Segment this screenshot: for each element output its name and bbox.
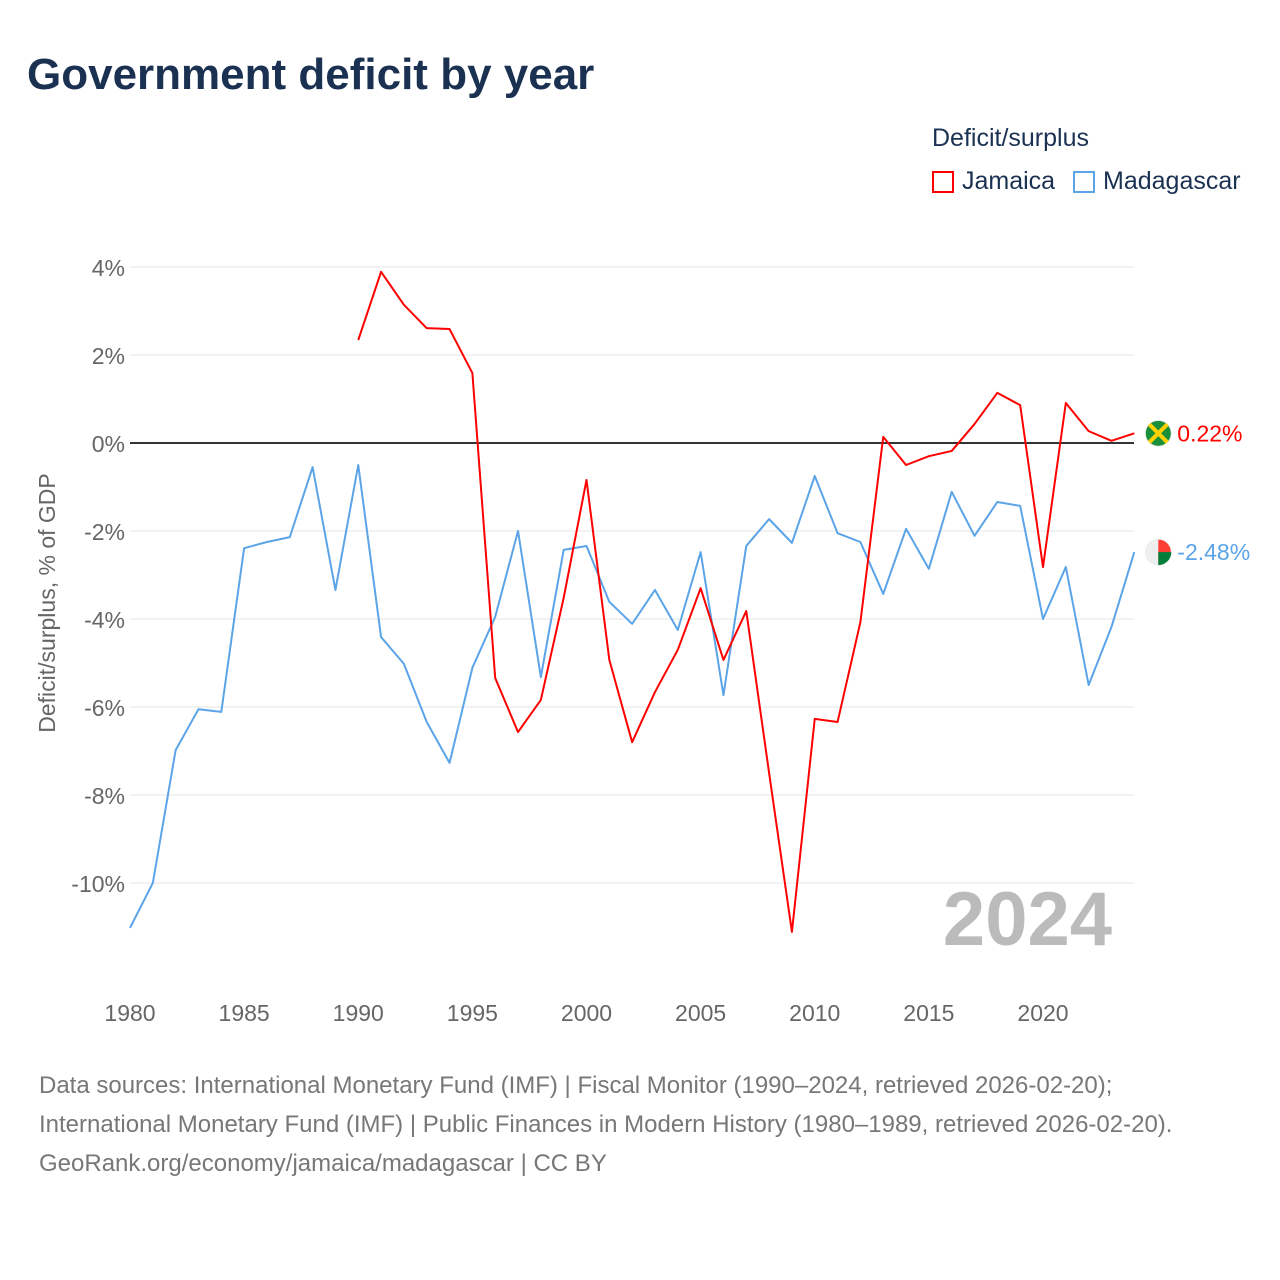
flag-white-band: [1145, 539, 1159, 566]
y-tick-label: -4%: [84, 607, 125, 633]
x-tick-label: 2020: [1017, 1000, 1068, 1026]
x-tick-label: 2015: [903, 1000, 954, 1026]
x-tick-label: 1980: [104, 1000, 155, 1026]
y-tick-label: -8%: [84, 783, 125, 809]
y-tick-label: 4%: [92, 255, 125, 281]
legend-title: Deficit/surplus: [932, 124, 1089, 152]
y-tick-label: 2%: [92, 343, 125, 369]
end-label-jamaica: 0.22%: [1177, 420, 1242, 446]
flag-cross: [1147, 422, 1169, 444]
x-tick-label: 2000: [561, 1000, 612, 1026]
series-line-jamaica: [357, 270, 1135, 933]
flag-green-band: [1158, 552, 1172, 566]
y-axis-label: Deficit/surplus, % of GDP: [34, 473, 60, 732]
chart-title: Government deficit by year: [27, 50, 595, 99]
y-tick-label: -2%: [84, 519, 125, 545]
legend-item-madagascar[interactable]: Madagascar: [1073, 167, 1241, 196]
legend-swatch-jamaica: [932, 170, 954, 193]
footer: Data sources: International Monetary Fun…: [39, 1066, 1239, 1183]
x-tick-label: 1985: [219, 1000, 270, 1026]
legend-label-madagascar: Madagascar: [1103, 167, 1241, 195]
legend-swatch-madagascar: [1073, 170, 1095, 193]
y-tick-label: -10%: [71, 871, 125, 897]
legend-label-jamaica: Jamaica: [962, 167, 1056, 195]
y-tick-label: -6%: [84, 695, 125, 721]
y-tick-label: 0%: [92, 431, 125, 457]
end-label-madagascar: -2.48%: [1177, 539, 1250, 565]
x-tick-label: 2010: [789, 1000, 840, 1026]
x-tick-label: 1995: [447, 1000, 498, 1026]
x-tick-label: 2005: [675, 1000, 726, 1026]
credit-link[interactable]: GeoRank.org/economy/jamaica/madagascar |…: [39, 1150, 607, 1177]
year-watermark: 2024: [943, 877, 1112, 962]
series-line-madagascar: [129, 464, 1136, 929]
legend-item-jamaica[interactable]: Jamaica: [932, 167, 1055, 196]
x-tick-label: 1990: [333, 1000, 384, 1026]
data-sources: Data sources: International Monetary Fun…: [39, 1072, 1173, 1138]
